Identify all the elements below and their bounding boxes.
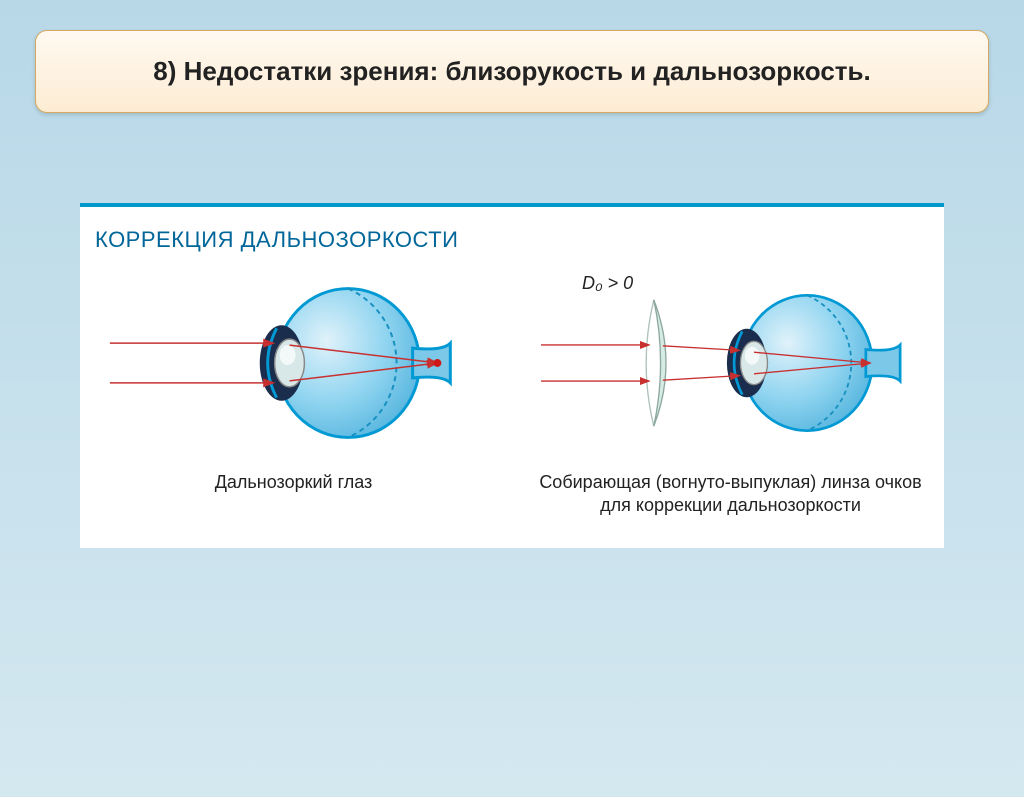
page-title: 8) Недостатки зрения: близорукость и дал… (76, 56, 948, 87)
diagram-panel: КОРРЕКЦИЯ ДАЛЬНОЗОРКОСТИ (80, 203, 944, 548)
corrective-lens (654, 300, 666, 426)
left-diagram: Дальнозоркий глаз (95, 263, 492, 494)
right-diagram: D₀ > 0 (532, 263, 929, 518)
left-caption: Дальнозоркий глаз (95, 471, 492, 494)
lens-highlight-r (745, 347, 759, 365)
ray-bot-mid-r (663, 376, 740, 381)
formula-label: D₀ > 0 (582, 273, 633, 294)
ray-top-mid-r (663, 346, 740, 351)
right-eye-svg-wrap: D₀ > 0 (532, 263, 929, 463)
lens-back-curve (646, 300, 654, 426)
section-title: КОРРЕКЦИЯ ДАЛЬНОЗОРКОСТИ (95, 227, 929, 263)
right-caption: Собирающая (вогнуто-выпуклая) линза очко… (532, 471, 929, 518)
focus-point (433, 359, 441, 367)
diagram-row: Дальнозоркий глаз D₀ > 0 (95, 263, 929, 518)
left-eye-svg-wrap (95, 263, 492, 463)
lens-highlight (280, 345, 296, 365)
title-banner: 8) Недостатки зрения: близорукость и дал… (35, 30, 989, 113)
left-eye-svg (95, 263, 492, 463)
optic-nerve-r (866, 345, 900, 381)
